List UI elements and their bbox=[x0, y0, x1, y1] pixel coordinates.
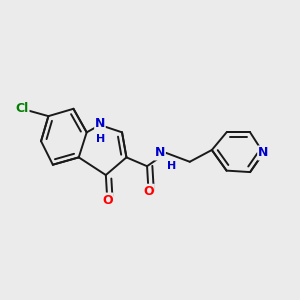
Text: O: O bbox=[143, 185, 154, 198]
Text: N: N bbox=[154, 146, 165, 159]
Text: Cl: Cl bbox=[15, 102, 28, 115]
Text: N: N bbox=[258, 146, 268, 159]
Text: H: H bbox=[167, 161, 176, 171]
Text: H: H bbox=[97, 134, 106, 144]
Text: O: O bbox=[102, 194, 112, 207]
Text: N: N bbox=[95, 117, 105, 130]
Text: N: N bbox=[154, 146, 165, 159]
